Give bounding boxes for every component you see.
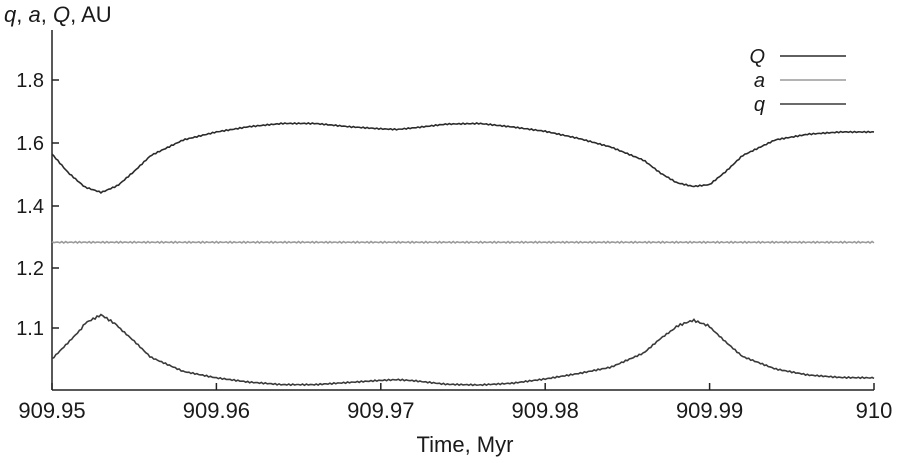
series-line-q [51,313,875,387]
y-tick-label: 1.8 [16,70,44,92]
legend: Qaq [749,46,846,116]
y-axis-title-part: , AU [70,2,112,27]
x-tick-label: 909.97 [347,398,414,423]
y-tick-label: 1.6 [16,133,44,155]
x-tick-label: 909.95 [18,398,85,423]
x-tick-label: 909.96 [183,398,250,423]
y-axis-title-part: , [16,2,29,27]
y-axis-title-part: , [40,2,53,27]
y-axis-title-part: q [4,2,17,27]
y-axis-title-part: a [28,2,41,27]
legend-label-a: a [754,70,765,92]
series-line-a [51,240,875,245]
series-lines [51,122,875,387]
x-tick-label: 910 [856,398,893,423]
y-tick-label: 1.1 [16,318,44,340]
y-axis-title: q, a, Q, AU [4,2,112,28]
x-tick-label: 909.99 [676,398,743,423]
x-axis-title: Time, Myr [417,432,514,457]
y-tick-label: 1.4 [16,196,44,218]
legend-label-Q: Q [749,46,765,68]
series-line-Q [51,122,875,194]
y-tick-label: 1.2 [16,258,44,280]
x-tick-label: 909.98 [512,398,579,423]
y-axis-title-part: Q [52,2,71,27]
legend-label-q: q [754,94,765,116]
axes: 909.95 909.96 909.97 909.98 909.99 910 1.1 1.2 1… [16,30,892,423]
